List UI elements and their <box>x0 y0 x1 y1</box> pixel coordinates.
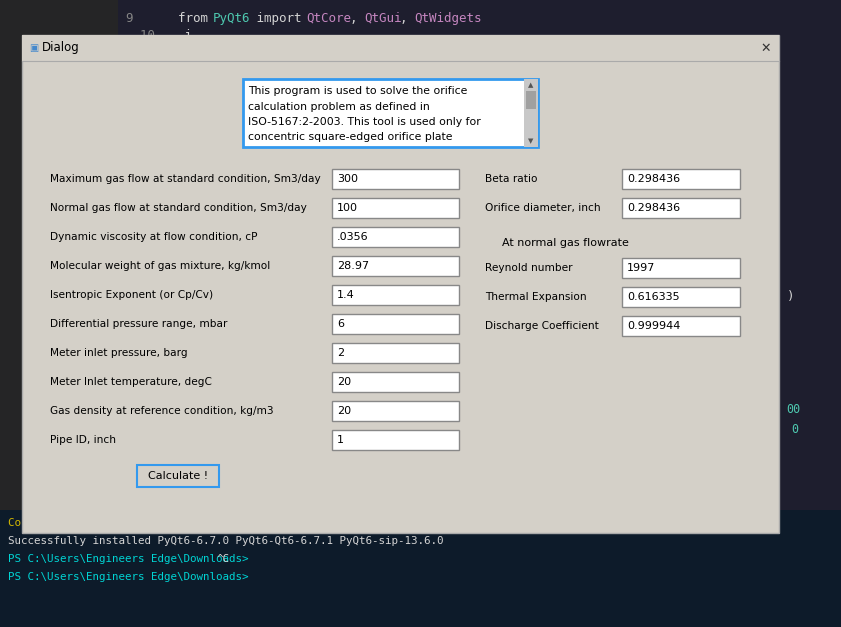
Text: i: i <box>162 29 192 42</box>
Text: concentric square-edged orifice plate: concentric square-edged orifice plate <box>248 132 452 142</box>
Text: Maximum gas flow at standard condition, Sm3/day: Maximum gas flow at standard condition, … <box>50 174 320 184</box>
Text: ✕: ✕ <box>761 41 771 55</box>
Text: 20: 20 <box>337 406 352 416</box>
FancyBboxPatch shape <box>0 510 841 627</box>
FancyBboxPatch shape <box>137 465 219 487</box>
Text: PS C:\Users\Engineers Edge\Downloads>: PS C:\Users\Engineers Edge\Downloads> <box>8 554 255 564</box>
Text: ,: , <box>400 12 415 25</box>
FancyBboxPatch shape <box>332 372 459 392</box>
Text: 300: 300 <box>337 174 358 184</box>
Text: .0356: .0356 <box>337 232 368 242</box>
Text: 100: 100 <box>337 203 358 213</box>
Text: 20: 20 <box>337 377 352 387</box>
Text: Meter Inlet temperature, degC: Meter Inlet temperature, degC <box>50 377 212 387</box>
Text: 10: 10 <box>125 29 155 42</box>
Text: PS C:\Users\Engineers Edge\Downloads>: PS C:\Users\Engineers Edge\Downloads> <box>8 572 248 582</box>
FancyBboxPatch shape <box>526 91 536 109</box>
FancyBboxPatch shape <box>332 198 459 218</box>
Text: ▲: ▲ <box>528 82 534 88</box>
Text: 6: 6 <box>337 319 344 329</box>
Text: ▼: ▼ <box>528 138 534 144</box>
FancyBboxPatch shape <box>622 287 740 307</box>
FancyBboxPatch shape <box>22 35 779 533</box>
FancyBboxPatch shape <box>332 430 459 450</box>
Text: ^C: ^C <box>217 554 230 564</box>
Text: Consider adding this directory to PATH or, if you prefer to suppress this warnin: Consider adding this directory to PATH o… <box>8 518 535 528</box>
FancyBboxPatch shape <box>0 0 118 627</box>
FancyBboxPatch shape <box>622 169 740 189</box>
Text: Discharge Coefficient: Discharge Coefficient <box>485 321 599 331</box>
Text: Dynamic viscosity at flow condition, cP: Dynamic viscosity at flow condition, cP <box>50 232 257 242</box>
FancyBboxPatch shape <box>332 227 459 247</box>
FancyBboxPatch shape <box>332 169 459 189</box>
FancyBboxPatch shape <box>622 316 740 336</box>
Text: 0.298436: 0.298436 <box>627 174 680 184</box>
Text: Reynold number: Reynold number <box>485 263 573 273</box>
FancyBboxPatch shape <box>622 258 740 278</box>
Text: 1.4: 1.4 <box>337 290 355 300</box>
Text: Thermal Expansion: Thermal Expansion <box>485 292 587 302</box>
Text: Isentropic Exponent (or Cp/Cv): Isentropic Exponent (or Cp/Cv) <box>50 290 213 300</box>
Text: 0.616335: 0.616335 <box>627 292 680 302</box>
Text: 28.97: 28.97 <box>337 261 369 271</box>
Text: Molecular weight of gas mixture, kg/kmol: Molecular weight of gas mixture, kg/kmol <box>50 261 270 271</box>
Text: calculation problem as defined in: calculation problem as defined in <box>248 102 430 112</box>
Text: Normal gas flow at standard condition, Sm3/day: Normal gas flow at standard condition, S… <box>50 203 307 213</box>
FancyBboxPatch shape <box>622 198 740 218</box>
Text: 9: 9 <box>125 12 133 25</box>
Text: ▣: ▣ <box>29 43 38 53</box>
Text: At normal gas flowrate: At normal gas flowrate <box>501 238 628 248</box>
Text: 00: 00 <box>786 403 801 416</box>
Text: Calculate !: Calculate ! <box>148 471 208 481</box>
Text: Successfully installed PyQt6-6.7.0 PyQt6-Qt6-6.7.1 PyQt6-sip-13.6.0: Successfully installed PyQt6-6.7.0 PyQt6… <box>8 536 443 546</box>
FancyBboxPatch shape <box>332 256 459 276</box>
Text: 1: 1 <box>337 435 344 445</box>
Text: Beta ratio: Beta ratio <box>485 174 537 184</box>
Text: Orifice diameter, inch: Orifice diameter, inch <box>485 203 600 213</box>
Text: PyQt6: PyQt6 <box>213 12 251 25</box>
Text: 0.999944: 0.999944 <box>627 321 680 331</box>
Text: from: from <box>148 12 215 25</box>
FancyBboxPatch shape <box>243 79 538 147</box>
FancyBboxPatch shape <box>332 343 459 363</box>
FancyBboxPatch shape <box>22 35 779 61</box>
Text: import: import <box>249 12 309 25</box>
Text: QtWidgets: QtWidgets <box>415 12 482 25</box>
Text: Meter inlet pressure, barg: Meter inlet pressure, barg <box>50 348 188 358</box>
FancyBboxPatch shape <box>524 79 538 147</box>
Text: 1997: 1997 <box>627 263 655 273</box>
Text: QtCore: QtCore <box>306 12 352 25</box>
Text: Pipe ID, inch: Pipe ID, inch <box>50 435 116 445</box>
Text: Gas density at reference condition, kg/m3: Gas density at reference condition, kg/m… <box>50 406 273 416</box>
Text: This program is used to solve the orifice: This program is used to solve the orific… <box>248 86 468 96</box>
FancyBboxPatch shape <box>332 285 459 305</box>
Text: QtGui: QtGui <box>364 12 401 25</box>
Text: Differential pressure range, mbar: Differential pressure range, mbar <box>50 319 227 329</box>
Text: 2: 2 <box>337 348 344 358</box>
Text: Dialog: Dialog <box>42 41 80 55</box>
Text: 0: 0 <box>791 423 798 436</box>
Text: ISO-5167:2-2003. This tool is used only for: ISO-5167:2-2003. This tool is used only … <box>248 117 481 127</box>
Text: ,: , <box>350 12 365 25</box>
FancyBboxPatch shape <box>332 401 459 421</box>
FancyBboxPatch shape <box>332 314 459 334</box>
Text: 0.298436: 0.298436 <box>627 203 680 213</box>
Text: ): ) <box>787 290 795 303</box>
